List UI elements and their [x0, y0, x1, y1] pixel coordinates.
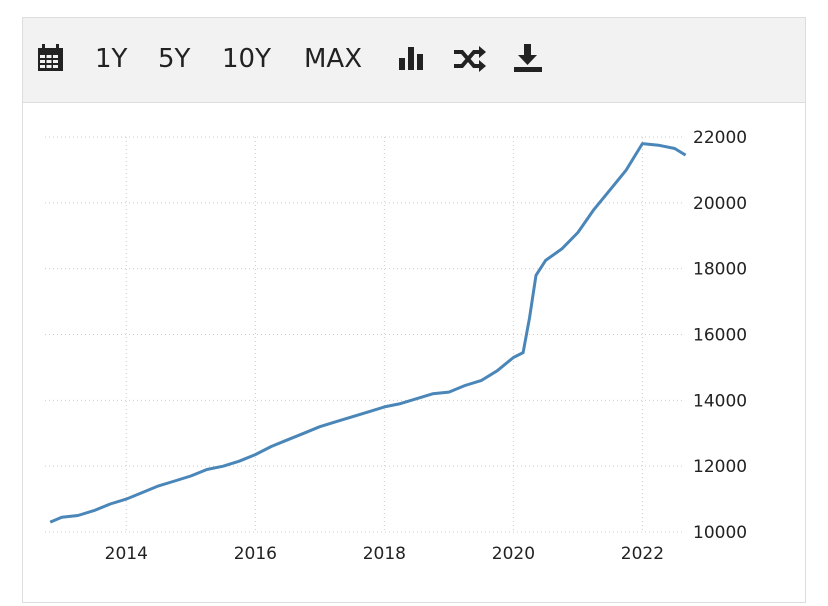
x-tick-label: 2018 [363, 544, 406, 564]
y-tick-label: 12000 [693, 457, 747, 477]
x-tick-label: 2020 [492, 544, 535, 564]
chart-type-icon[interactable] [397, 44, 427, 72]
y-tick-label: 20000 [693, 194, 747, 214]
download-icon[interactable] [513, 44, 543, 72]
range-button[interactable]: 1Y [95, 44, 128, 74]
range-button[interactable]: 5Y [158, 44, 191, 74]
compare-icon[interactable] [452, 44, 488, 72]
y-tick-label: 10000 [693, 523, 747, 543]
y-tick-label: 22000 [693, 128, 747, 148]
y-tick-label: 14000 [693, 391, 747, 411]
chart-widget: 1Y 5Y 10Y MAX [22, 17, 806, 603]
range-button[interactable]: 10Y [222, 44, 271, 74]
calendar-icon[interactable] [37, 44, 64, 72]
range-button[interactable]: MAX [304, 44, 363, 74]
x-tick-label: 2022 [621, 544, 664, 564]
x-tick-label: 2014 [105, 544, 148, 564]
y-tick-label: 18000 [693, 260, 747, 280]
y-tick-label: 16000 [693, 326, 747, 346]
toolbar: 1Y 5Y 10Y MAX [23, 18, 805, 103]
x-tick-label: 2016 [234, 544, 277, 564]
data-line [49, 142, 687, 524]
